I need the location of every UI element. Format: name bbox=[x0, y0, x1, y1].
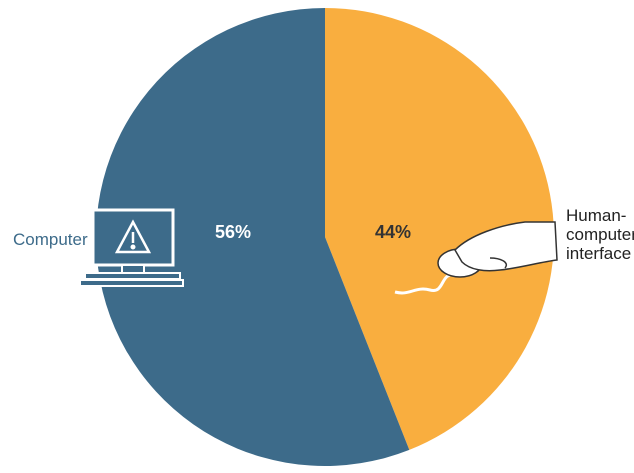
pie-slice bbox=[325, 8, 555, 450]
pie-slice bbox=[96, 8, 410, 466]
category-label: Computer bbox=[13, 230, 88, 249]
computer-icon bbox=[79, 208, 184, 287]
value-label: 44% bbox=[375, 222, 412, 242]
category-label: Human-computer interface bbox=[566, 206, 634, 263]
value-label: 56% bbox=[215, 222, 252, 242]
mouse-icon bbox=[394, 221, 558, 295]
